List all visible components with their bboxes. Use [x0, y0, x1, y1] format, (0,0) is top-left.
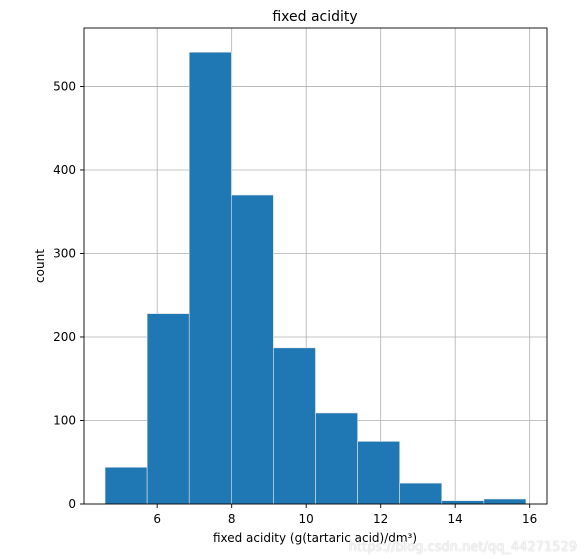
y-tick-label: 200	[53, 330, 76, 344]
plot-frame	[83, 27, 548, 505]
axes	[80, 27, 548, 508]
x-tick-label: 14	[448, 512, 463, 526]
y-axis-title: count	[33, 249, 47, 283]
histogram-bar	[273, 347, 316, 505]
y-tick-label: 100	[53, 413, 76, 427]
histogram-bar	[104, 466, 148, 505]
tick-labels: 6 8 10 12 14 16 0 100 200 300 400 500	[53, 79, 537, 526]
histogram-bar	[315, 412, 358, 505]
y-tick-label: 0	[68, 497, 76, 511]
x-tick-label: 10	[299, 512, 314, 526]
y-tick-label: 300	[53, 246, 76, 260]
histogram-bar	[231, 194, 274, 505]
histogram-bar	[483, 498, 527, 505]
x-tick-label: 16	[522, 512, 537, 526]
watermark-text: https://blog.csdn.net/qq_44271529	[348, 540, 577, 555]
grid-lines	[84, 28, 547, 505]
x-tick-label: 6	[153, 512, 161, 526]
chart-title: fixed acidity	[272, 9, 357, 25]
histogram-bar	[357, 441, 400, 505]
histogram-bar	[188, 51, 232, 505]
x-tick-label: 12	[373, 512, 388, 526]
x-tick-label: 8	[228, 512, 236, 526]
histogram-bar	[146, 313, 190, 505]
y-tick-label: 400	[53, 163, 76, 177]
x-axis-title: fixed acidity (g(tartaric acid)/dm³)	[213, 531, 417, 545]
y-tick-label: 500	[53, 79, 76, 93]
histogram-bar	[399, 482, 443, 505]
histogram-bar	[441, 500, 485, 505]
bars	[104, 51, 527, 505]
